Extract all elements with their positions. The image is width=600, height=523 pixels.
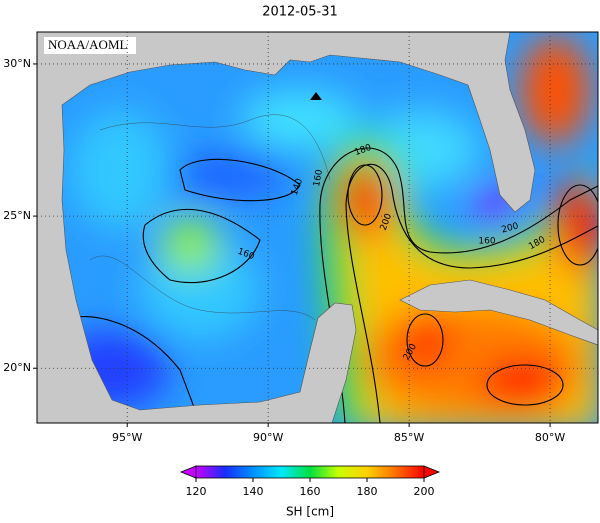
contour-label: 200: [501, 221, 520, 235]
colorbar-scale: [195, 465, 425, 479]
colorbar-label: SH [cm]: [286, 505, 334, 519]
credit-box: [44, 37, 136, 54]
y-tick-label: 30°N: [3, 57, 31, 70]
colorbar-tick-label: 180: [357, 485, 378, 498]
sea-height-field: [37, 32, 598, 423]
x-tick-label: 90°W: [253, 431, 283, 444]
x-tick-label: 80°W: [535, 431, 565, 444]
contour-label: 160: [478, 237, 495, 247]
colorbar-tick-label: 200: [414, 485, 435, 498]
map-title: 2012-05-31: [262, 5, 338, 20]
credit-label: NOAA/AOML: [48, 37, 128, 52]
colorbar-tick-label: 140: [243, 485, 264, 498]
colorbar-tick-label: 120: [186, 485, 207, 498]
plot-frame: [36, 31, 599, 424]
y-tick-label: 25°N: [3, 209, 31, 222]
contour-label: 160: [312, 168, 325, 187]
colorbar-tick-label: 160: [300, 485, 321, 498]
y-tick-label: 20°N: [3, 361, 31, 374]
x-tick-label: 85°W: [394, 431, 424, 444]
x-tick-label: 95°W: [112, 431, 142, 444]
